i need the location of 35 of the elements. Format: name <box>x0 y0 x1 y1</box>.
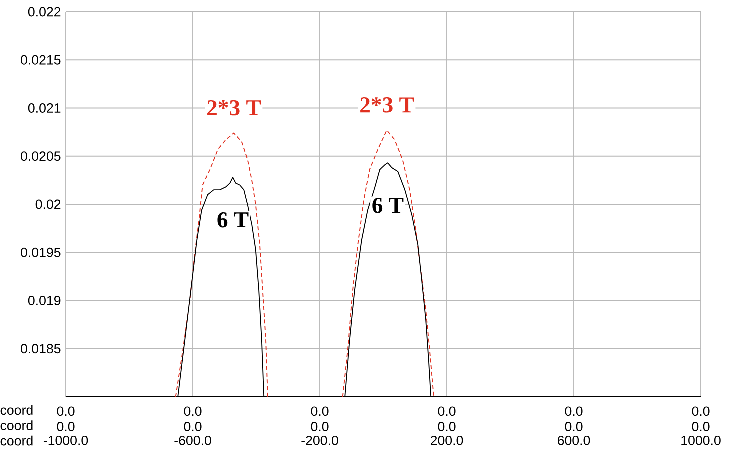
text: 0.0 <box>565 406 583 416</box>
text: 0.0 <box>438 406 456 416</box>
text: 0.0 <box>311 406 329 416</box>
series-label: 6 T <box>218 212 249 228</box>
text: 0.0 <box>311 422 329 432</box>
line-series <box>175 132 268 397</box>
series-label: 2*3 T <box>208 100 262 116</box>
y-tick-label: 0.021 <box>28 104 61 113</box>
text: 0.0 <box>692 406 710 416</box>
y-tick-label: 0.0215 <box>21 55 61 65</box>
text: coord <box>0 405 33 416</box>
text: 0.0 <box>184 422 202 432</box>
series-label: 6 T <box>372 198 404 214</box>
y-tick-label: 0.019 <box>28 296 61 306</box>
text: 0.0 <box>438 422 456 432</box>
line-series <box>342 130 434 397</box>
text: 0.0 <box>692 422 710 432</box>
text: coord <box>0 436 33 446</box>
series-label: 2*3 T <box>360 98 414 113</box>
x-tick-label: 200.0 <box>430 436 464 446</box>
x-tick-label: 600.0 <box>558 436 590 446</box>
y-tick-label: 0.02 <box>36 200 61 210</box>
y-tick-label: 0.0195 <box>21 248 61 258</box>
y-tick-label: 0.022 <box>28 7 61 17</box>
text: 0.0 <box>57 406 75 416</box>
x-tick-label: -600.0 <box>174 436 212 446</box>
text: coord <box>0 420 33 430</box>
text: 0.0 <box>565 422 583 432</box>
y-tick-label: 0.0205 <box>21 152 61 162</box>
x-tick-label: -200.0 <box>302 436 338 446</box>
y-tick-label: 0.0185 <box>21 344 61 354</box>
text: 0.0 <box>57 422 75 432</box>
x-tick-label: -1000.0 <box>44 436 88 446</box>
x-tick-label: 1000.0 <box>682 436 721 446</box>
text: 0.0 <box>184 406 202 416</box>
